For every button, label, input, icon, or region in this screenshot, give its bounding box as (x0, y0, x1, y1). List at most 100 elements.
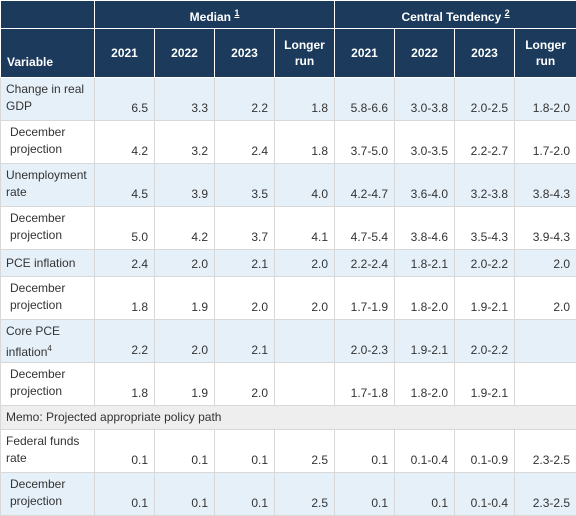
ct-cell: 1.7-2.0 (515, 121, 576, 164)
median-cell: 4.5 (95, 164, 155, 207)
ct-cell (515, 320, 576, 363)
variable-column-header: Variable (1, 29, 95, 78)
ct-cell: 1.9-2.1 (455, 277, 515, 320)
median-footnote-link[interactable]: 1 (234, 8, 239, 18)
median-cell: 3.9 (155, 164, 215, 207)
median-cell: 1.8 (95, 277, 155, 320)
ct-cell: 2.0-2.5 (455, 78, 515, 121)
median-cell: 2.0 (275, 277, 335, 320)
median-cell: 1.9 (155, 277, 215, 320)
median-cell: 0.1 (155, 430, 215, 473)
ct-cell: 5.8-6.6 (335, 78, 395, 121)
ct-cell: 3.2-3.8 (455, 164, 515, 207)
median-cell: 2.2 (215, 78, 275, 121)
ct-cell: 3.7-5.0 (335, 121, 395, 164)
ct-cell: 4.2-4.7 (335, 164, 395, 207)
ct-cell: 0.1-0.9 (455, 430, 515, 473)
header-blank-cell (1, 1, 95, 29)
median-cell: 2.0 (215, 277, 275, 320)
ct-cell: 3.0-3.5 (395, 121, 455, 164)
median-cell: 2.0 (215, 363, 275, 406)
median-cell: 2.1 (215, 320, 275, 363)
ct-cell: 3.6-4.0 (395, 164, 455, 207)
median-cell: 2.5 (275, 473, 335, 516)
median-cell: 0.1 (155, 473, 215, 516)
ct-cell: 3.8-4.6 (395, 207, 455, 250)
ct-cell: 0.1-0.4 (395, 430, 455, 473)
ct-cell: 2.0-2.3 (335, 320, 395, 363)
median-cell: 3.3 (155, 78, 215, 121)
ct-cell: 0.1-0.4 (455, 473, 515, 516)
ct-cell: 2.0-2.2 (455, 250, 515, 277)
ct-cell: 1.8-2.0 (395, 363, 455, 406)
median-cell: 2.5 (275, 430, 335, 473)
median-cell: 4.1 (275, 207, 335, 250)
median-cell: 1.8 (275, 121, 335, 164)
median-year-header: 2022 (155, 29, 215, 78)
ct-cell: 3.8-4.3 (515, 164, 576, 207)
median-cell: 1.9 (155, 363, 215, 406)
ct-cell: 1.9-2.1 (455, 363, 515, 406)
row-label: PCE inflation (1, 250, 95, 277)
ct-cell: 2.2-2.4 (335, 250, 395, 277)
median-cell: 4.2 (155, 207, 215, 250)
ct-cell: 1.8-2.1 (395, 250, 455, 277)
median-cell: 1.8 (275, 78, 335, 121)
median-cell: 2.0 (155, 320, 215, 363)
ct-cell: 4.7-5.4 (335, 207, 395, 250)
ct-cell (515, 363, 576, 406)
median-cell: 3.7 (215, 207, 275, 250)
ct-year-header: 2023 (455, 29, 515, 78)
median-year-header: 2023 (215, 29, 275, 78)
median-cell: 5.0 (95, 207, 155, 250)
median-cell: 0.1 (215, 430, 275, 473)
central-tendency-group-header: Central Tendency 2 (335, 1, 576, 29)
median-cell: 3.5 (215, 164, 275, 207)
ct-cell: 2.3-2.5 (515, 430, 576, 473)
ct-cell: 1.7-1.8 (335, 363, 395, 406)
ct-year-header: 2022 (395, 29, 455, 78)
median-year-header: 2021 (95, 29, 155, 78)
median-cell: 2.0 (155, 250, 215, 277)
memo-label: Memo: Projected appropriate policy path (1, 406, 576, 430)
core-pce-footnote: 4 (47, 344, 51, 353)
median-cell: 2.1 (215, 250, 275, 277)
median-cell (275, 320, 335, 363)
median-cell: 0.1 (95, 430, 155, 473)
ct-cell: 3.0-3.8 (395, 78, 455, 121)
ct-cell: 1.7-1.9 (335, 277, 395, 320)
median-cell: 6.5 (95, 78, 155, 121)
ct-cell: 1.8-2.0 (395, 277, 455, 320)
median-cell: 3.2 (155, 121, 215, 164)
table-row: PCE inflation 2.4 2.0 2.1 2.0 2.2-2.4 1.… (1, 250, 576, 277)
ct-cell: 0.1 (335, 430, 395, 473)
median-cell: 0.1 (95, 473, 155, 516)
ct-cell: 2.3-2.5 (515, 473, 576, 516)
median-cell: 2.4 (215, 121, 275, 164)
central-tendency-footnote-link[interactable]: 2 (505, 8, 510, 18)
median-group-header: Median 1 (95, 1, 335, 29)
median-cell: 2.0 (275, 250, 335, 277)
ct-year-header: 2021 (335, 29, 395, 78)
ct-cell: 2.0 (515, 277, 576, 320)
